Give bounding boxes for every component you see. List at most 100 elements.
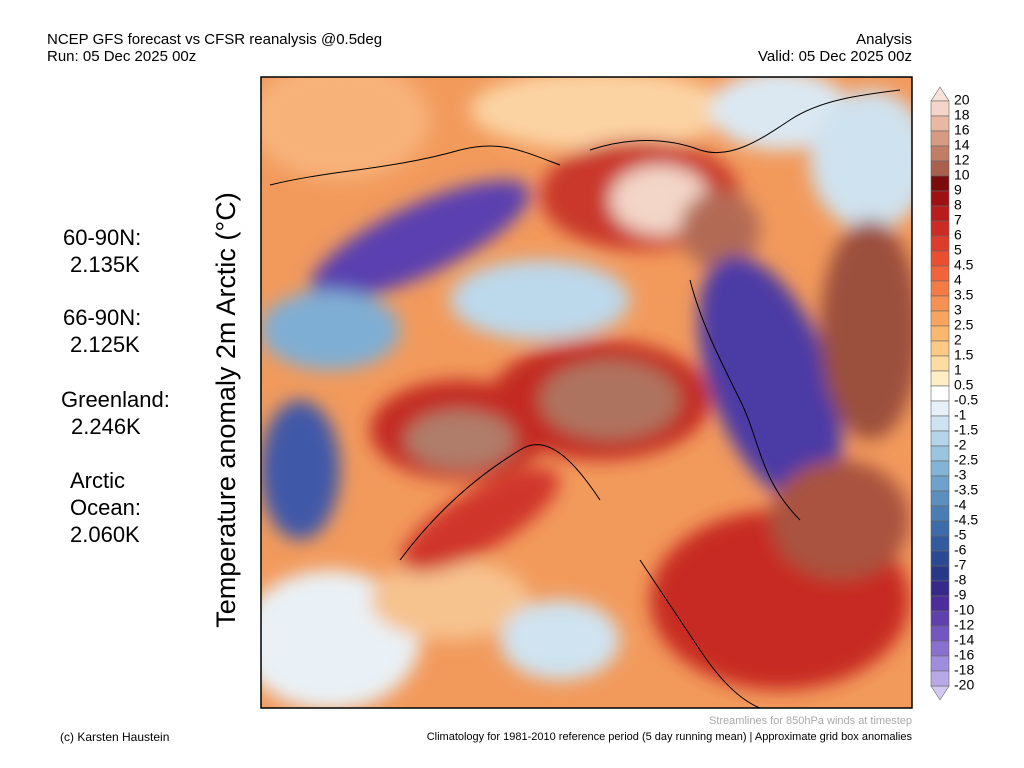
colorbar-box bbox=[930, 460, 950, 477]
colorbar-label: -20 bbox=[954, 677, 974, 693]
colorbar-label: 3 bbox=[954, 302, 962, 318]
y-axis-label: Temperature anomaly 2m Arctic (°C) bbox=[211, 192, 241, 627]
stat-value: 2.246K bbox=[71, 414, 141, 439]
colorbar-label: 3.5 bbox=[954, 287, 974, 303]
colorbar-label: -12 bbox=[954, 617, 974, 633]
colorbar-label: 10 bbox=[954, 167, 970, 183]
stat-region: 66-90N: bbox=[63, 305, 142, 330]
colorbar-box bbox=[930, 145, 950, 162]
colorbar-label: 2.5 bbox=[954, 317, 974, 333]
colorbar-box bbox=[930, 400, 950, 417]
colorbar-label: 1.5 bbox=[954, 347, 974, 363]
colorbar-label: -1.5 bbox=[954, 422, 978, 438]
colorbar-label: -6 bbox=[954, 542, 967, 558]
colorbar-box bbox=[930, 505, 950, 522]
stat-value: 2.060K bbox=[70, 522, 140, 547]
colorbar-label: 4.5 bbox=[954, 257, 974, 273]
colorbar-box bbox=[930, 580, 950, 597]
colorbar-label: -0.5 bbox=[954, 392, 978, 408]
colorbar-label: 8 bbox=[954, 197, 962, 213]
colorbar-box bbox=[930, 160, 950, 177]
header-title: NCEP GFS forecast vs CFSR reanalysis @0.… bbox=[47, 31, 383, 48]
colorbar-label: -14 bbox=[954, 632, 974, 648]
colorbar: 201816141210987654.543.532.521.510.5-0.5… bbox=[930, 86, 978, 701]
colorbar-box bbox=[930, 340, 950, 357]
colorbar-box bbox=[930, 280, 950, 297]
colorbar-label: -18 bbox=[954, 662, 974, 678]
colorbar-label: -5 bbox=[954, 527, 967, 543]
colorbar-label: 0.5 bbox=[954, 377, 974, 393]
colorbar-box bbox=[930, 475, 950, 492]
colorbar-box bbox=[930, 535, 950, 552]
header-run: Run: 05 Dec 2025 00z bbox=[47, 48, 197, 65]
header-mode: Analysis bbox=[856, 31, 912, 48]
colorbar-label: -3 bbox=[954, 467, 967, 483]
stat-region: 60-90N: bbox=[63, 225, 142, 250]
colorbar-label: -2.5 bbox=[954, 452, 978, 468]
colorbar-box bbox=[930, 490, 950, 507]
stat-value: 2.135K bbox=[70, 252, 140, 277]
colorbar-label: 6 bbox=[954, 227, 962, 243]
colorbar-box bbox=[930, 130, 950, 147]
anomaly-field bbox=[261, 77, 912, 708]
colorbar-under bbox=[930, 685, 950, 701]
colorbar-box bbox=[930, 445, 950, 462]
colorbar-label: -8 bbox=[954, 572, 967, 588]
colorbar-box bbox=[930, 565, 950, 582]
colorbar-label: 14 bbox=[954, 137, 970, 153]
colorbar-label: -4.5 bbox=[954, 512, 978, 528]
colorbar-label: -2 bbox=[954, 437, 967, 453]
colorbar-box bbox=[930, 520, 950, 537]
colorbar-box bbox=[930, 670, 950, 687]
colorbar-box bbox=[930, 100, 950, 117]
colorbar-label: 18 bbox=[954, 107, 970, 123]
colorbar-label: 4 bbox=[954, 272, 962, 288]
colorbar-label: 7 bbox=[954, 212, 962, 228]
colorbar-box bbox=[930, 190, 950, 207]
colorbar-label: -16 bbox=[954, 647, 974, 663]
map bbox=[261, 77, 912, 708]
colorbar-box bbox=[930, 325, 950, 342]
colorbar-label: 12 bbox=[954, 152, 970, 168]
colorbar-label: -9 bbox=[954, 587, 967, 603]
colorbar-label: -1 bbox=[954, 407, 967, 423]
stat-region: Greenland: bbox=[61, 387, 170, 412]
colorbar-label: -7 bbox=[954, 557, 967, 573]
colorbar-label: -10 bbox=[954, 602, 974, 618]
stat: 60-90N: 2.135K bbox=[63, 224, 193, 278]
colorbar-box bbox=[930, 370, 950, 387]
climatology-note: Climatology for 1981-2010 reference peri… bbox=[426, 731, 912, 743]
colorbar-box bbox=[930, 385, 950, 402]
colorbar-box bbox=[930, 175, 950, 192]
colorbar-label: 2 bbox=[954, 332, 962, 348]
colorbar-label: -3.5 bbox=[954, 482, 978, 498]
colorbar-box bbox=[930, 430, 950, 447]
colorbar-label: -4 bbox=[954, 497, 967, 513]
colorbar-box bbox=[930, 265, 950, 282]
colorbar-box bbox=[930, 295, 950, 312]
colorbar-box bbox=[930, 625, 950, 642]
colorbar-label: 1 bbox=[954, 362, 962, 378]
streamlines-note: Streamlines for 850hPa winds at timestep bbox=[709, 715, 912, 727]
colorbar-box bbox=[930, 250, 950, 267]
colorbar-box bbox=[930, 550, 950, 567]
colorbar-box bbox=[930, 115, 950, 132]
colorbar-box bbox=[930, 610, 950, 627]
header-valid: Valid: 05 Dec 2025 00z bbox=[758, 48, 912, 65]
colorbar-box bbox=[930, 415, 950, 432]
stat-value: 2.125K bbox=[70, 332, 140, 357]
colorbar-box bbox=[930, 310, 950, 327]
colorbar-box bbox=[930, 220, 950, 237]
colorbar-box bbox=[930, 655, 950, 672]
stat-region: Arctic Ocean: bbox=[70, 468, 141, 520]
stat: 66-90N: 2.125K bbox=[63, 304, 193, 358]
colorbar-box bbox=[930, 205, 950, 222]
colorbar-label: 20 bbox=[954, 92, 970, 108]
colorbar-label: 16 bbox=[954, 122, 970, 138]
colorbar-box bbox=[930, 355, 950, 372]
colorbar-box bbox=[930, 235, 950, 252]
colorbar-over bbox=[930, 86, 950, 102]
colorbar-label: 9 bbox=[954, 182, 962, 198]
